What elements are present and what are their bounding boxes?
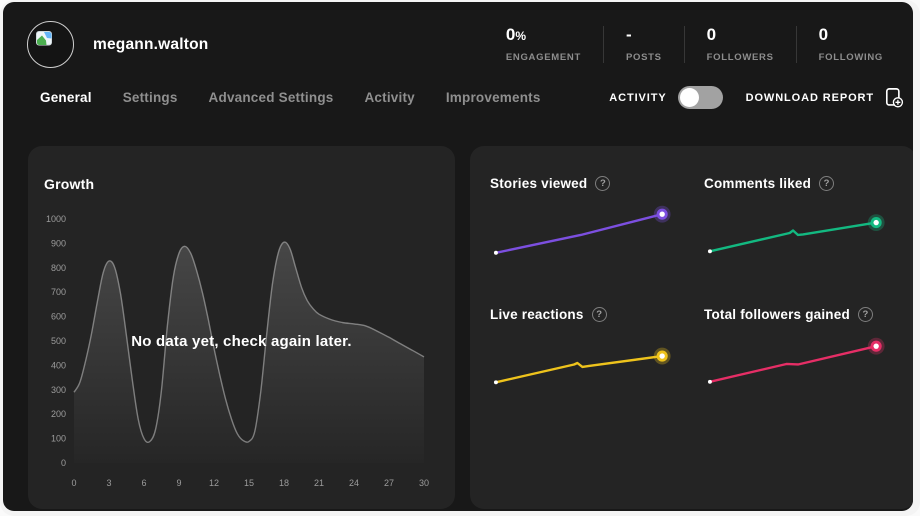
svg-text:3: 3 xyxy=(106,478,111,488)
download-report-button[interactable]: DOWNLOAD REPORT xyxy=(745,91,874,104)
followers-gained-sparkline xyxy=(707,337,885,384)
stories-viewed-sparkline xyxy=(493,205,671,255)
growth-chart: 0 100 200 300 400 500 600 700 800 900 1000 0 3 6 9 12 15… xyxy=(46,214,429,488)
svg-text:500: 500 xyxy=(51,336,66,346)
tab-activity[interactable]: Activity xyxy=(364,90,415,105)
svg-text:27: 27 xyxy=(384,478,394,488)
svg-text:200: 200 xyxy=(51,409,66,419)
stat-label: ENGAGEMENT xyxy=(505,52,581,63)
growth-panel: Growth 0 100 200 300 400 500 600 700 800 900 1000 0… xyxy=(28,146,455,509)
profile-header: megann.walton 0% ENGAGEMENT - POSTS 0 FO… xyxy=(3,2,913,72)
activity-toggle[interactable] xyxy=(677,86,723,109)
stories-viewed-title: Stories viewed xyxy=(490,176,588,191)
svg-text:300: 300 xyxy=(51,385,66,395)
svg-text:0: 0 xyxy=(71,478,76,488)
svg-text:900: 900 xyxy=(51,238,66,248)
stat-engagement: 0% ENGAGEMENT xyxy=(484,26,603,63)
download-report-icon[interactable] xyxy=(882,86,905,109)
help-icon[interactable]: ? xyxy=(595,176,611,191)
followers-gained-title: Total followers gained xyxy=(704,307,850,322)
stat-followers: 0 FOLLOWERS xyxy=(683,25,796,63)
svg-text:1000: 1000 xyxy=(46,214,66,224)
svg-text:21: 21 xyxy=(314,478,324,488)
analytics-dashboard: megann.walton 0% ENGAGEMENT - POSTS 0 FO… xyxy=(3,2,913,511)
tab-bar: General Settings Advanced Settings Activ… xyxy=(40,90,541,105)
stat-value: 0 xyxy=(505,25,516,44)
live-reactions-title: Live reactions xyxy=(490,307,584,322)
tab-improvements[interactable]: Improvements xyxy=(445,90,541,105)
comments-liked-title: Comments liked xyxy=(704,176,812,191)
svg-text:600: 600 xyxy=(51,312,66,322)
stat-value: 0 xyxy=(818,25,829,44)
tab-settings[interactable]: Settings xyxy=(122,90,178,105)
svg-text:700: 700 xyxy=(51,287,66,297)
stat-value: - xyxy=(625,25,632,44)
svg-text:30: 30 xyxy=(419,478,429,488)
stat-label: FOLLOWING xyxy=(818,52,883,63)
svg-text:6: 6 xyxy=(141,478,146,488)
comments-liked-sparkline xyxy=(707,214,885,254)
stories-viewed-card: Stories viewed ? xyxy=(490,176,678,265)
nav-actions: ACTIVITY DOWNLOAD REPORT xyxy=(609,86,905,109)
live-reactions-sparkline xyxy=(493,347,671,385)
stat-label: POSTS xyxy=(625,52,662,63)
svg-text:12: 12 xyxy=(209,478,219,488)
metrics-panel: Stories viewed ? Comments liked ? Live r… xyxy=(470,146,913,509)
stat-value: 0 xyxy=(706,25,717,44)
svg-text:18: 18 xyxy=(279,478,289,488)
nav-row: General Settings Advanced Settings Activ… xyxy=(3,72,913,109)
help-icon[interactable]: ? xyxy=(819,176,835,191)
svg-text:9: 9 xyxy=(176,478,181,488)
tab-advanced-settings[interactable]: Advanced Settings xyxy=(208,90,334,105)
svg-text:400: 400 xyxy=(51,360,66,370)
growth-title: Growth xyxy=(44,176,95,192)
svg-text:800: 800 xyxy=(51,263,66,273)
profile-stats: 0% ENGAGEMENT - POSTS 0 FOLLOWERS 0 FOLL… xyxy=(484,26,887,63)
stat-following: 0 FOLLOWING xyxy=(795,25,887,63)
empty-state-message: No data yet, check again later. xyxy=(131,333,352,350)
svg-text:24: 24 xyxy=(349,478,359,488)
help-icon[interactable]: ? xyxy=(591,307,607,322)
stat-label: FOLLOWERS xyxy=(706,52,774,63)
comments-liked-card: Comments liked ? xyxy=(704,176,892,265)
stat-posts: - POSTS xyxy=(602,25,684,63)
activity-toggle-label: ACTIVITY xyxy=(609,91,667,104)
live-reactions-card: Live reactions ? xyxy=(490,307,678,396)
svg-text:100: 100 xyxy=(51,434,66,444)
help-icon[interactable]: ? xyxy=(857,307,873,322)
tab-general[interactable]: General xyxy=(40,90,92,105)
avatar[interactable] xyxy=(27,21,74,68)
content-area: Growth 0 100 200 300 400 500 600 700 800 900 1000 0… xyxy=(28,146,913,509)
stat-suffix: % xyxy=(515,29,526,43)
followers-gained-card: Total followers gained ? xyxy=(704,307,892,396)
svg-text:15: 15 xyxy=(244,478,254,488)
username: megann.walton xyxy=(93,35,209,53)
svg-text:0: 0 xyxy=(61,458,66,468)
